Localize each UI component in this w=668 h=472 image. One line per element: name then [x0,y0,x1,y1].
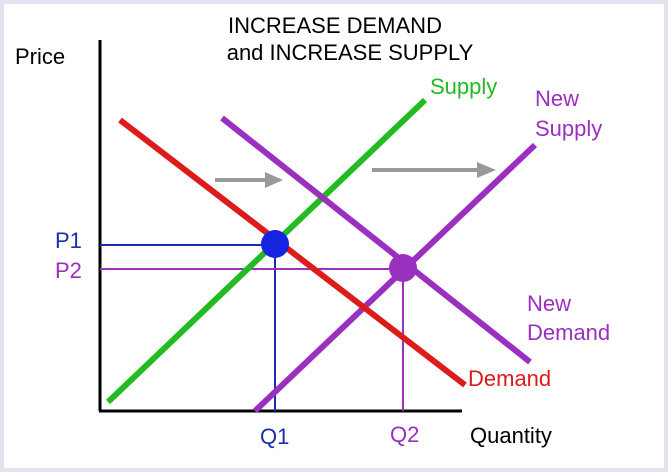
title-line: INCREASE DEMAND [228,13,442,38]
curve-label: Demand [468,366,551,391]
arrow-head [265,172,283,188]
curve-label: New [527,291,571,316]
y-axis-label: Price [15,44,65,69]
x-axis-label: Quantity [470,423,552,448]
demand-curve [118,117,467,388]
canvas [4,4,664,468]
curve-label: Supply [535,116,602,141]
equilibrium-point [261,230,289,258]
price-label: P1 [55,228,82,253]
curve-label: Demand [527,320,610,345]
equilibrium-point [389,254,417,282]
curve-label: Supply [430,74,497,99]
title-line: and INCREASE SUPPLY [227,40,474,65]
quantity-label: Q1 [260,424,289,449]
curve-label: New [535,86,579,111]
price-label: P2 [55,258,82,283]
arrow-head [477,162,496,178]
quantity-label: Q2 [390,422,419,447]
new-demand-curve [220,115,532,365]
